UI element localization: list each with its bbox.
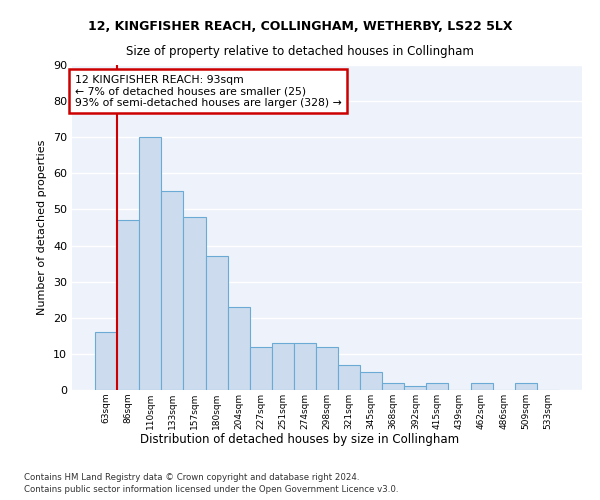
Bar [139,137,161,390]
Bar [427,383,448,390]
Bar [515,383,537,390]
Bar [184,216,206,390]
Bar [404,386,427,390]
Bar [117,220,139,390]
Text: Contains HM Land Registry data © Crown copyright and database right 2024.: Contains HM Land Registry data © Crown c… [24,472,359,482]
Bar [470,383,493,390]
Text: Size of property relative to detached houses in Collingham: Size of property relative to detached ho… [126,45,474,58]
Bar [316,346,338,390]
Text: 12, KINGFISHER REACH, COLLINGHAM, WETHERBY, LS22 5LX: 12, KINGFISHER REACH, COLLINGHAM, WETHER… [88,20,512,33]
Bar [382,383,404,390]
Y-axis label: Number of detached properties: Number of detached properties [37,140,47,315]
Bar [227,307,250,390]
Bar [250,346,272,390]
Bar [161,192,184,390]
Text: Distribution of detached houses by size in Collingham: Distribution of detached houses by size … [140,432,460,446]
Bar [206,256,227,390]
Bar [95,332,117,390]
Bar [272,343,294,390]
Bar [294,343,316,390]
Bar [360,372,382,390]
Text: 12 KINGFISHER REACH: 93sqm
← 7% of detached houses are smaller (25)
93% of semi-: 12 KINGFISHER REACH: 93sqm ← 7% of detac… [74,74,341,108]
Text: Contains public sector information licensed under the Open Government Licence v3: Contains public sector information licen… [24,485,398,494]
Bar [338,364,360,390]
